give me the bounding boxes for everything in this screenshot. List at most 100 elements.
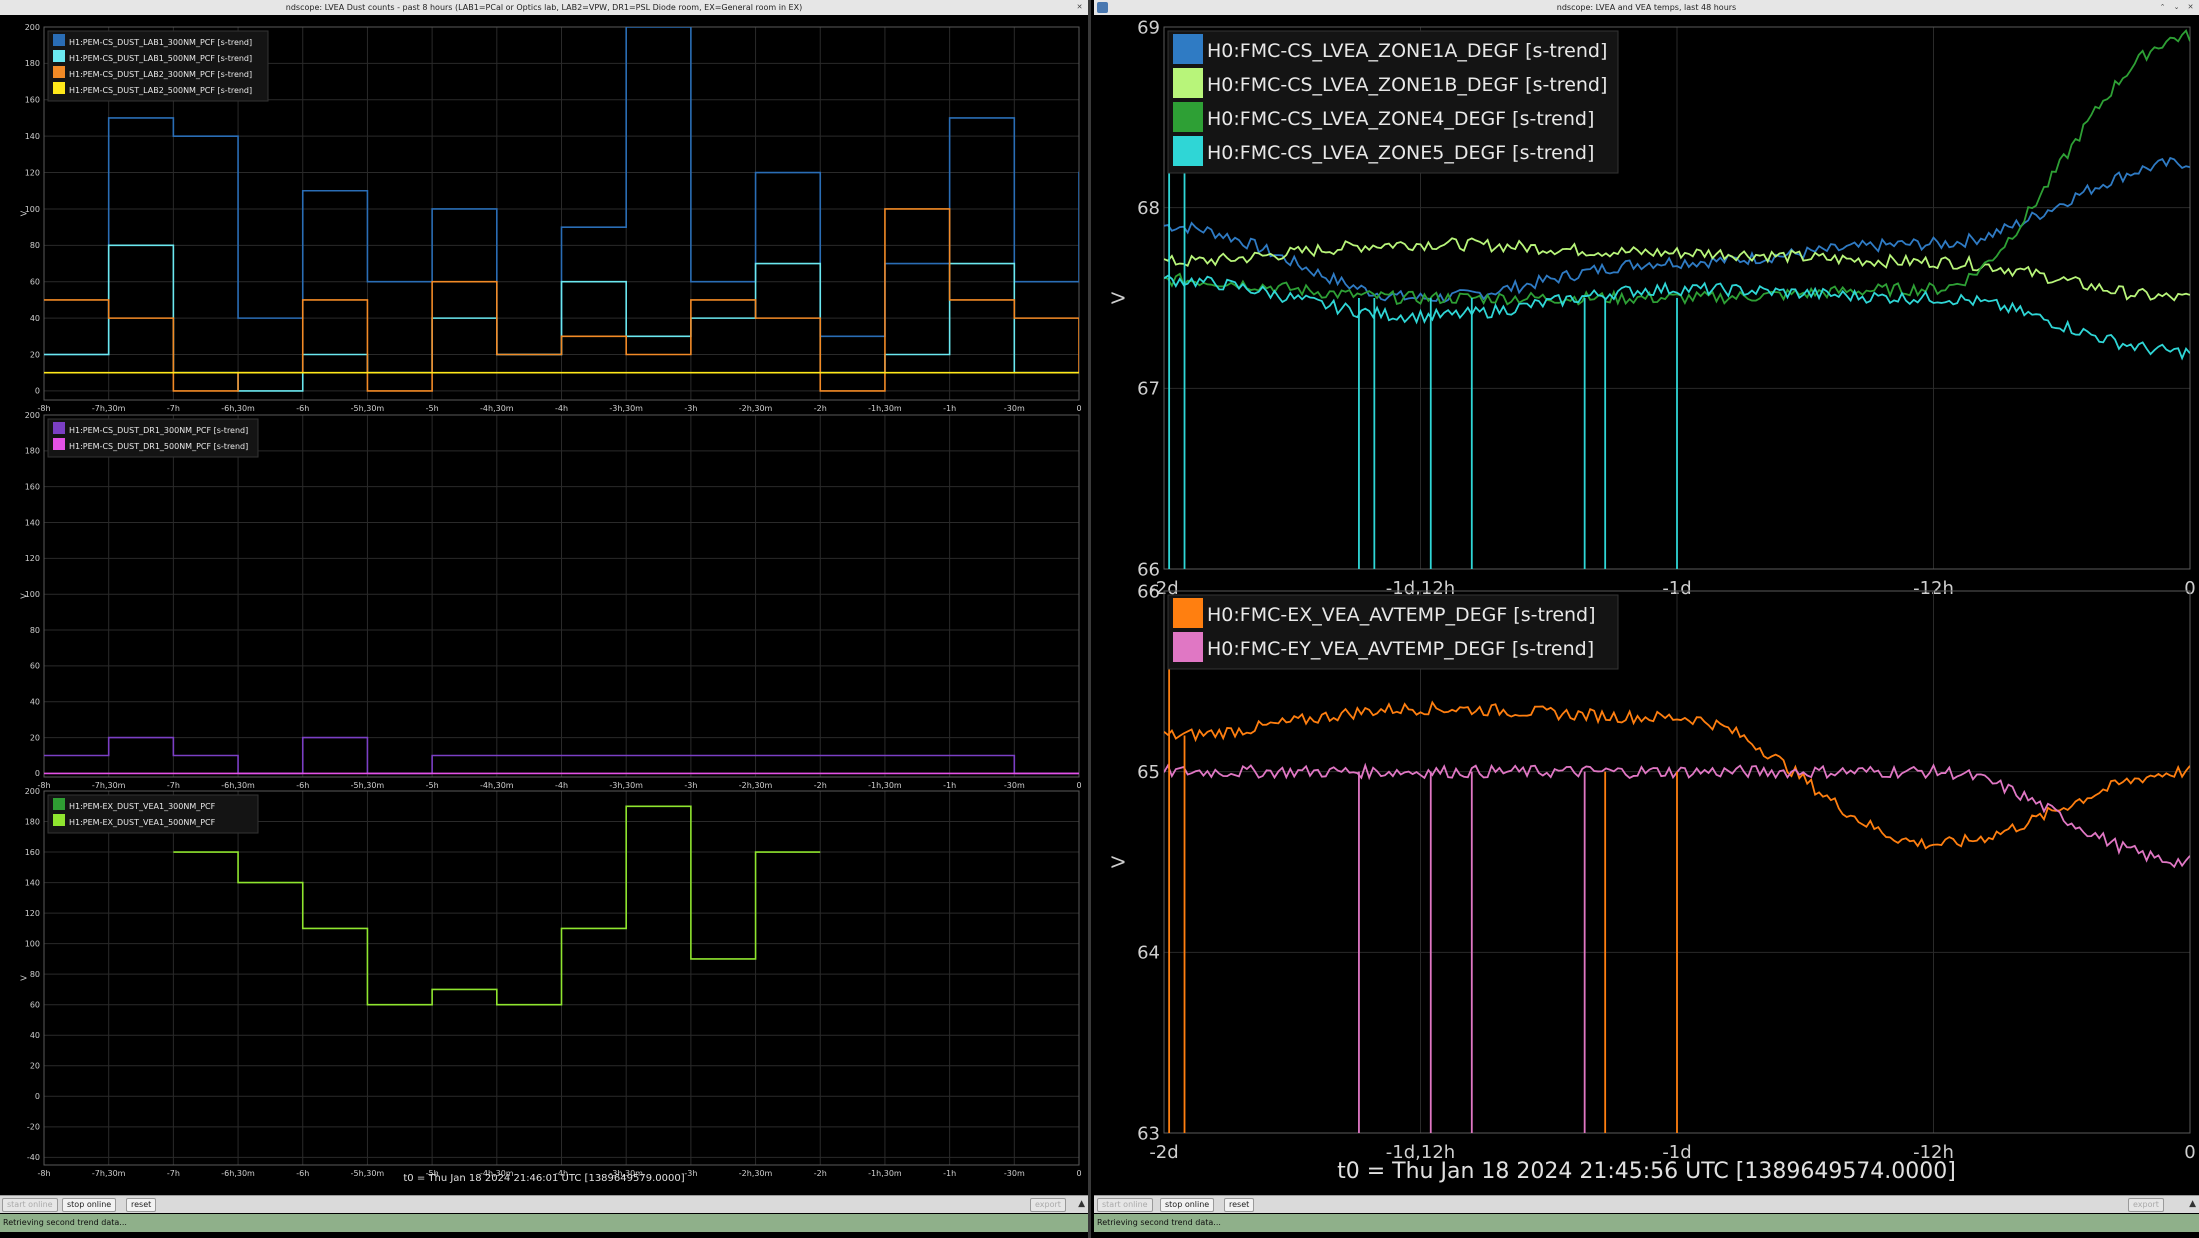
x-tick-label: -6h [296, 1169, 309, 1178]
start-online-button[interactable]: start online [2, 1198, 58, 1212]
x-tick-label: -1h [943, 404, 956, 413]
x-tick-label: -30m [1004, 1169, 1025, 1178]
x-tick-label: 0 [1076, 404, 1081, 413]
x-tick-label: 0 [1076, 1169, 1081, 1178]
legend-entry: H1:PEM-CS_DUST_LAB2_300NM_PCF [s-trend] [69, 70, 252, 79]
legend-box [1167, 594, 1619, 670]
y-tick-label: 120 [25, 168, 40, 177]
x-tick-label: -8h [37, 404, 50, 413]
y-tick-label: 67 [1137, 379, 1160, 400]
x-tick-label: -7h,30m [92, 1169, 126, 1178]
x-tick-label: -5h [426, 404, 439, 413]
stop-online-button[interactable]: stop online [62, 1198, 117, 1212]
reset-button[interactable]: reset [1224, 1198, 1255, 1212]
close-icon[interactable]: ✕ [1076, 3, 1083, 11]
export-button[interactable]: export [2128, 1198, 2164, 1212]
chevron-up-icon[interactable]: ▲ [1078, 1199, 1085, 1209]
x-tick-label: -3h [684, 1169, 697, 1178]
maximize-icon[interactable]: ⌄ [2173, 3, 2180, 11]
lvea-temp-panel: 69 68 67 66-2d -1d,12h -1d -12h 0 V H0:FMC-CS_LVE… [1108, 17, 2195, 599]
series-line [1164, 700, 2190, 850]
legend-box [47, 30, 269, 102]
legend-swatch [53, 66, 65, 78]
x-tick-label: -2h,30m [739, 1169, 773, 1178]
close-icon[interactable]: ✕ [2187, 3, 2194, 11]
x-tick-label: -4h,30m [480, 781, 514, 790]
x-tick-label: -1h,30m [868, 1169, 902, 1178]
x-tick-label: -1h [943, 1169, 956, 1178]
right-t0-label: t0 = Thu Jan 18 2024 21:45:56 UTC [13896… [1337, 1159, 1956, 1184]
series-line [1164, 237, 2190, 302]
legend-swatch [1173, 136, 1203, 166]
y-axis-label: V [19, 210, 28, 216]
x-tick-label: -12h [1913, 578, 1954, 599]
x-tick-label: -1d,12h [1386, 1142, 1455, 1163]
y-tick-label: 20 [30, 1062, 40, 1071]
y-tick-label: 80 [30, 626, 40, 635]
y-tick-label: 40 [30, 698, 40, 707]
right-control-bar: start online stop online reset export ▲ [1094, 1195, 2199, 1213]
legend: H0:FMC-EX_VEA_AVTEMP_DEGF [s-trend] H0:FM… [1167, 594, 1619, 670]
x-tick-label: -5h,30m [351, 1169, 385, 1178]
legend-box [47, 794, 259, 834]
y-tick-label: 0 [35, 1092, 40, 1101]
series-line [44, 27, 1079, 356]
x-tick-label: 0 [2184, 578, 2195, 599]
x-tick-label: -4h,30m [480, 404, 514, 413]
x-tick-label: -1h,30m [868, 781, 902, 790]
legend-entry: H1:PEM-CS_DUST_DR1_300NM_PCF [s-trend] [69, 426, 248, 435]
legend-swatch [53, 34, 65, 46]
x-tick-label: -6h [296, 404, 309, 413]
right-window-title: ndscope: LVEA and VEA temps, last 48 hou… [1556, 3, 1737, 12]
chevron-up-icon[interactable]: ▲ [2189, 1199, 2196, 1209]
x-tick-label: -4h [555, 404, 568, 413]
x-tick-label: -8h [37, 1169, 50, 1178]
reset-button[interactable]: reset [126, 1198, 157, 1212]
x-tick-label: -2h [814, 1169, 827, 1178]
y-tick-label: 69 [1137, 17, 1160, 38]
x-tick-label: -7h [167, 404, 180, 413]
export-button[interactable]: export [1030, 1198, 1066, 1212]
legend-entry: H0:FMC-EY_VEA_AVTEMP_DEGF [s-trend] [1207, 638, 1594, 660]
legend-swatch [53, 82, 65, 94]
y-tick-label: 64 [1137, 943, 1160, 964]
y-tick-label: 180 [25, 817, 40, 826]
legend-swatch [53, 814, 65, 826]
start-online-button[interactable]: start online [1097, 1198, 1153, 1212]
x-tick-label: -2h [814, 404, 827, 413]
legend-entry: H1:PEM-CS_DUST_LAB2_500NM_PCF [s-trend] [69, 86, 252, 95]
y-tick-label: 200 [25, 23, 40, 32]
right-ndscope-window: ndscope: LVEA and VEA temps, last 48 hou… [1094, 0, 2199, 1238]
left-titlebar: ndscope: LVEA Dust counts - past 8 hours… [0, 0, 1088, 15]
x-tick-label: -3h,30m [609, 781, 643, 790]
legend-swatch [1173, 68, 1203, 98]
legend-entry: H1:PEM-CS_DUST_LAB1_500NM_PCF [s-trend] [69, 54, 252, 63]
y-tick-label: 180 [25, 59, 40, 68]
x-tick-label: -2d [1149, 578, 1178, 599]
x-tick-label: -5h,30m [351, 404, 385, 413]
x-tick-label: 0 [1076, 781, 1081, 790]
y-tick-label: 0 [35, 387, 40, 396]
x-tick-label: -4h,30m [480, 1169, 514, 1178]
x-tick-label: -1d [1662, 1142, 1691, 1163]
left-window-title: ndscope: LVEA Dust counts - past 8 hours… [285, 3, 803, 12]
series-line [44, 208, 1079, 392]
x-tick-label: -7h [167, 1169, 180, 1178]
legend-swatch [53, 422, 65, 434]
x-tick-label: -3h [684, 404, 697, 413]
y-tick-label: 20 [30, 350, 40, 359]
legend-entry: H1:PEM-EX_DUST_VEA1_300NM_PCF [69, 802, 216, 811]
x-tick-label: -1h,30m [868, 404, 902, 413]
stop-online-button[interactable]: stop online [1160, 1198, 1215, 1212]
y-tick-label: 20 [30, 733, 40, 742]
x-tick-label: -5h [426, 1169, 439, 1178]
x-tick-label: -6h,30m [221, 1169, 255, 1178]
y-axis-label: V [19, 593, 28, 599]
series-group [173, 805, 821, 1006]
y-tick-label: 0 [35, 769, 40, 778]
minimize-icon[interactable]: ⌃ [2159, 3, 2166, 11]
